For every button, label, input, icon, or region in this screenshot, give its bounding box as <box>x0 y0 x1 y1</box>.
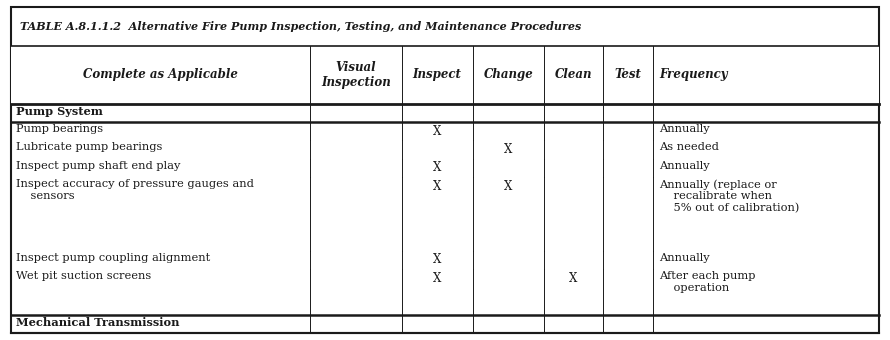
Text: Clean: Clean <box>554 68 593 81</box>
Text: X: X <box>433 125 441 138</box>
Text: X: X <box>433 180 441 193</box>
Text: X: X <box>505 143 513 156</box>
Text: Visual
Inspection: Visual Inspection <box>321 61 391 89</box>
Text: After each pump
    operation: After each pump operation <box>659 271 756 293</box>
Text: Annually: Annually <box>659 124 709 134</box>
Text: Inspect pump shaft end play: Inspect pump shaft end play <box>16 161 181 171</box>
Text: X: X <box>570 272 578 285</box>
Text: Inspect pump coupling alignment: Inspect pump coupling alignment <box>16 253 210 262</box>
Text: X: X <box>433 162 441 174</box>
Text: Lubricate pump bearings: Lubricate pump bearings <box>16 142 162 152</box>
Text: As needed: As needed <box>659 142 719 152</box>
Text: Inspect: Inspect <box>413 68 462 81</box>
Text: Annually: Annually <box>659 161 709 171</box>
Text: X: X <box>433 272 441 285</box>
Text: Complete as Applicable: Complete as Applicable <box>83 68 238 81</box>
Text: Inspect accuracy of pressure gauges and
    sensors: Inspect accuracy of pressure gauges and … <box>16 179 254 201</box>
Text: Mechanical Transmission: Mechanical Transmission <box>16 317 180 328</box>
Text: Pump System: Pump System <box>16 106 103 117</box>
Text: Annually: Annually <box>659 253 709 262</box>
Text: Frequency: Frequency <box>659 68 727 81</box>
Text: Change: Change <box>483 68 533 81</box>
Text: TABLE A.8.1.1.2  Alternative Fire Pump Inspection, Testing, and Maintenance Proc: TABLE A.8.1.1.2 Alternative Fire Pump In… <box>20 21 581 32</box>
Text: X: X <box>505 180 513 193</box>
Text: Test: Test <box>615 68 642 81</box>
Text: Pump bearings: Pump bearings <box>16 124 103 134</box>
Text: Annually (replace or
    recalibrate when
    5% out of calibration): Annually (replace or recalibrate when 5%… <box>659 179 799 213</box>
Bar <box>11 46 879 104</box>
Text: X: X <box>433 253 441 266</box>
Text: Wet pit suction screens: Wet pit suction screens <box>16 271 151 281</box>
